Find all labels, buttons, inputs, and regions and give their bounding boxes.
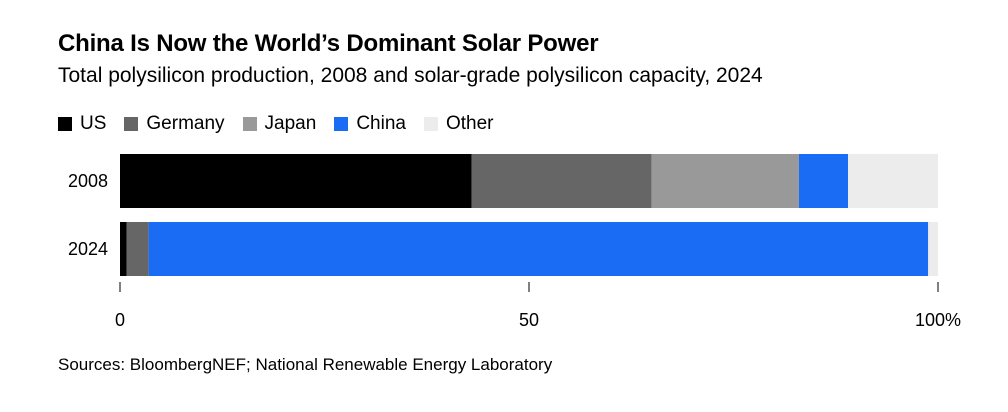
- x-tick-label: 50: [519, 310, 539, 330]
- x-tick-label: 0: [115, 310, 125, 330]
- legend-swatch: [124, 117, 139, 131]
- bar-segment-2024-china: [148, 222, 929, 276]
- bar-segment-2008-us: [120, 154, 472, 208]
- legend-label: Japan: [264, 113, 317, 134]
- legend-label: US: [80, 113, 107, 134]
- legend-item-us: US: [58, 113, 106, 135]
- legend-swatch: [58, 117, 72, 131]
- x-tick-label: 100%: [915, 310, 961, 330]
- legend-item-other: Other: [423, 113, 494, 135]
- bar-segment-2008-china: [798, 154, 849, 208]
- bar-segment-2024-us: [120, 222, 127, 276]
- source-note: Sources: BloombergNEF; National Renewabl…: [58, 355, 553, 374]
- legend-label: Germany: [146, 113, 225, 134]
- legend: US Germany Japan China Other: [58, 113, 512, 135]
- bar-segment-2024-germany: [126, 222, 149, 276]
- legend-item-germany: Germany: [124, 113, 225, 135]
- category-label-2024: 2024: [68, 239, 108, 259]
- bar-segment-2008-other: [848, 154, 938, 208]
- bar-segment-2008-japan: [651, 154, 799, 208]
- chart-subtitle: Total polysilicon production, 2008 and s…: [58, 64, 763, 87]
- bar-segment-2008-germany: [471, 154, 652, 208]
- legend-label: China: [356, 113, 406, 134]
- category-label-2008: 2008: [68, 171, 108, 191]
- bar-segment-2024-other: [928, 222, 938, 276]
- legend-label: Other: [445, 113, 494, 134]
- legend-item-china: China: [334, 113, 406, 135]
- legend-swatch: [334, 117, 349, 131]
- legend-item-japan: Japan: [242, 113, 317, 135]
- chart-title: China Is Now the World’s Dominant Solar …: [58, 30, 599, 57]
- legend-swatch: [423, 117, 438, 131]
- legend-swatch: [242, 117, 257, 131]
